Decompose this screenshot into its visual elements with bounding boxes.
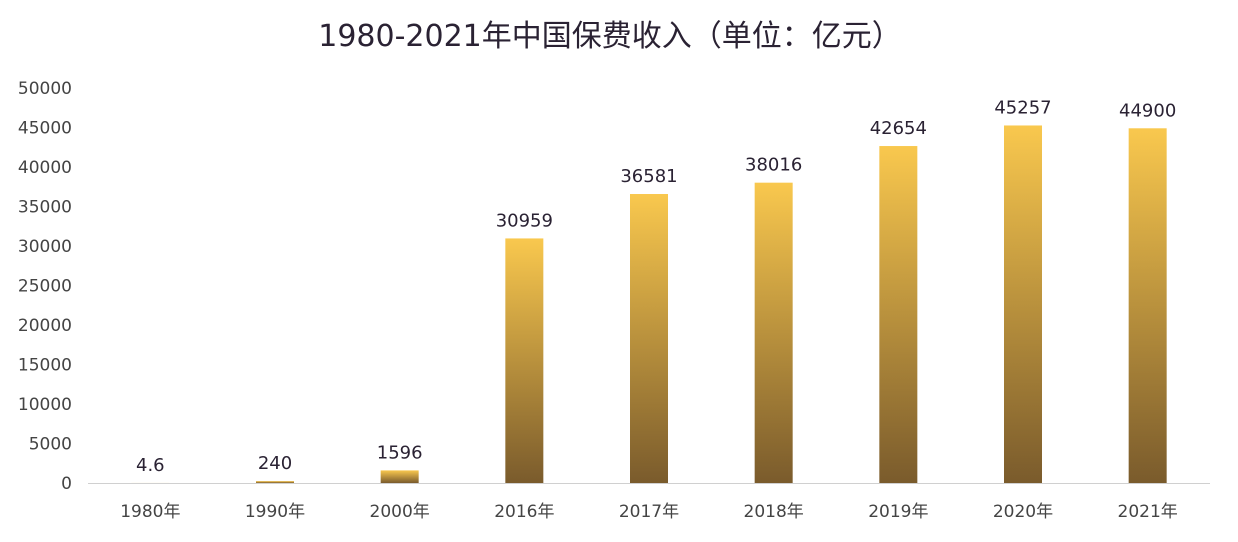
y-tick-label: 50000 <box>18 79 72 99</box>
y-tick-label: 15000 <box>18 356 72 376</box>
bar <box>505 238 544 483</box>
y-tick-label: 0 <box>61 474 72 494</box>
x-axis: 1980年 1990年 2000年 2016年 2017年 2018年 2019年 2020年… <box>120 502 1178 522</box>
x-tick-label: 1990年 <box>245 502 305 522</box>
data-label: 240 <box>258 453 292 474</box>
data-label: 44900 <box>1119 100 1176 121</box>
x-tick-label: 2019年 <box>868 502 928 522</box>
x-tick-label: 2021年 <box>1118 502 1178 522</box>
data-label: 45257 <box>994 97 1051 118</box>
bar <box>879 146 918 484</box>
y-tick-label: 10000 <box>18 395 72 415</box>
y-tick-label: 30000 <box>18 237 72 257</box>
y-tick-label: 5000 <box>29 435 72 455</box>
x-tick-label: 2016年 <box>494 502 554 522</box>
y-axis: 0 5000 10000 15000 20000 25000 30000 35000 40000… <box>18 79 72 494</box>
y-tick-label: 40000 <box>18 158 72 178</box>
bar <box>1128 128 1167 484</box>
bars: 4.6 240 1596 30959 36581 38016 42654 45257 44900 <box>131 97 1176 484</box>
chart-title: 1980-2021年中国保费收入（单位：亿元） <box>318 19 902 54</box>
bar <box>256 481 294 483</box>
x-tick-label: 1980年 <box>120 502 180 522</box>
bar <box>1004 125 1042 484</box>
y-tick-label: 20000 <box>18 316 72 336</box>
x-tick-label: 2020年 <box>993 502 1053 522</box>
bar <box>754 182 793 484</box>
y-tick-label: 25000 <box>18 277 72 297</box>
data-label: 30959 <box>496 210 553 231</box>
data-label: 42654 <box>870 118 927 139</box>
y-tick-label: 45000 <box>18 119 72 139</box>
x-tick-label: 2017年 <box>619 502 679 522</box>
bar <box>630 194 668 483</box>
x-tick-label: 2018年 <box>744 502 804 522</box>
data-label: 36581 <box>620 166 677 187</box>
data-label: 4.6 <box>136 455 165 476</box>
data-label: 1596 <box>377 442 423 463</box>
x-tick-label: 2000年 <box>370 502 430 522</box>
y-tick-label: 35000 <box>18 198 72 218</box>
data-label: 38016 <box>745 155 802 176</box>
bar <box>380 470 419 483</box>
